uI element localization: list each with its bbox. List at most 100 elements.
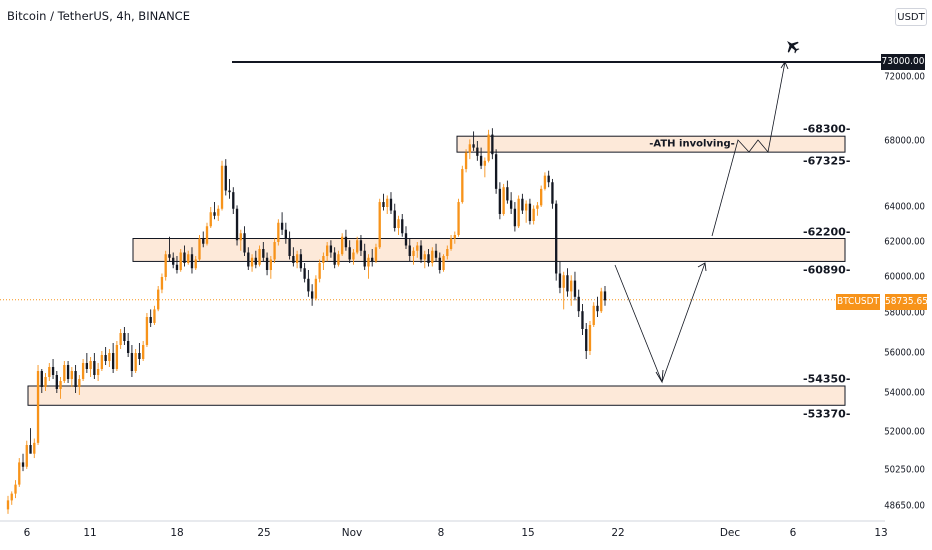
candle-body [130, 353, 134, 371]
currency-selector[interactable]: USDT [895, 8, 927, 26]
candle-body [29, 445, 32, 454]
candle-body [265, 257, 269, 270]
candle-body [310, 291, 314, 299]
candle-body [40, 371, 43, 387]
candle-body [228, 190, 231, 193]
candle-body [588, 325, 592, 351]
arrow-head-down [655, 369, 664, 384]
candle-body [44, 377, 47, 387]
projection-drawings[interactable] [614, 61, 786, 383]
candle-body [333, 252, 336, 265]
candle-body [153, 309, 156, 323]
candle-body [592, 305, 595, 325]
candle-body [224, 165, 227, 191]
candle-body [63, 365, 66, 381]
projection-path [614, 264, 663, 383]
x-tick-label: Dec [719, 527, 741, 539]
candle-body [543, 175, 547, 189]
candle-body [386, 198, 389, 207]
candle-body [288, 238, 291, 256]
target-price-badge: 73000.00 [881, 54, 925, 70]
candle-body [205, 226, 209, 244]
projection-path-final [711, 61, 786, 237]
candle-body [528, 203, 532, 221]
candle-body [464, 152, 468, 170]
candle-body [179, 252, 182, 270]
candle-body [48, 367, 51, 377]
candle-body [577, 296, 580, 312]
candle-body [134, 353, 137, 371]
candle-body [59, 381, 62, 389]
y-tick-label: 60000.00 [884, 271, 925, 283]
candle-body [209, 212, 212, 227]
candle-body [506, 187, 509, 201]
zone-rect[interactable] [132, 238, 846, 262]
candle-body [352, 252, 355, 260]
candle-body [149, 317, 152, 323]
candle-body [348, 247, 351, 260]
x-tick-label: 22 [611, 527, 625, 539]
candle-body [446, 249, 449, 256]
candle-body [521, 198, 524, 211]
candle-body [33, 442, 36, 454]
candle-body [318, 263, 321, 279]
candle-body [100, 355, 104, 369]
candle-body [401, 219, 404, 234]
candle-body [14, 484, 17, 494]
y-tick-label: 50250.00 [884, 464, 925, 476]
candle-body [126, 341, 130, 353]
zone-top-label: -68300- [803, 122, 851, 136]
candle-body [479, 155, 483, 166]
zone-top-label: -54350- [803, 372, 851, 386]
candle-body [115, 345, 119, 369]
candle-body [555, 203, 558, 274]
candle-body [382, 202, 385, 207]
zones-layer [27, 135, 846, 406]
candle-body [78, 379, 81, 387]
candle-body [596, 305, 599, 312]
candle-body [232, 192, 235, 209]
candle-body [51, 367, 55, 375]
candle-body [524, 203, 528, 211]
zone-rect[interactable] [456, 135, 846, 153]
candle-body [487, 134, 490, 161]
candle-body [280, 222, 284, 230]
candle-body [468, 144, 471, 153]
candle-body [603, 291, 607, 301]
candle-body [329, 245, 333, 253]
candle-body [6, 500, 10, 510]
candle-body [371, 257, 374, 262]
zone-rect[interactable] [27, 385, 846, 406]
candle-body [157, 289, 160, 310]
candle-body [412, 250, 415, 256]
x-tick-label: 18 [170, 527, 184, 539]
candle-body [457, 202, 460, 235]
candle-body [262, 249, 265, 258]
candle-body [393, 210, 396, 228]
zone-bottom-label: -60890- [803, 263, 851, 277]
x-tick-label: 11 [83, 527, 97, 539]
candle-body [269, 259, 272, 270]
y-tick-label: 62000.00 [884, 236, 925, 248]
candle-body [217, 208, 220, 216]
x-tick-label: 13 [874, 527, 888, 539]
y-tick-label: 72000.00 [884, 71, 925, 83]
candle-body [89, 361, 92, 369]
candle-body [536, 205, 539, 209]
candle-body [183, 252, 186, 263]
candle-body [190, 254, 194, 269]
candle-body [397, 219, 400, 228]
candle-body [570, 280, 573, 292]
candle-body [85, 363, 89, 369]
candle-body [404, 233, 408, 246]
projection-path-up [661, 262, 706, 383]
candle-body [284, 229, 288, 239]
candle-body [416, 245, 419, 251]
candle-body [292, 256, 295, 263]
candle-body [160, 277, 164, 290]
candle-body [220, 165, 224, 209]
candle-body [449, 238, 453, 249]
candle-body [258, 249, 261, 265]
candle-body [247, 252, 250, 267]
